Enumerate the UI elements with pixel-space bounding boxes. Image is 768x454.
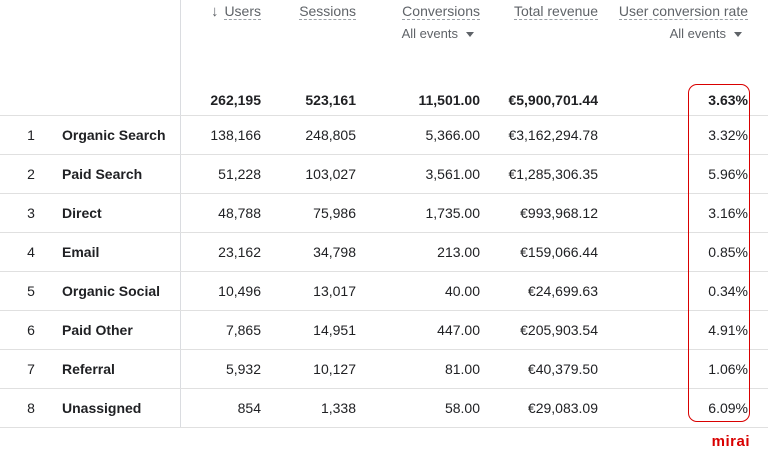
metric-cell: 10,496 — [180, 271, 265, 311]
row-index: 5 — [0, 271, 48, 311]
total-cell: €5,900,701.44 — [484, 85, 602, 116]
table-body: 1 Organic Search 138,166 248,805 5,366.00 €3,… — [0, 115, 768, 428]
table-row: 3 Direct 48,788 75,986 1,735.00 €993,968.12 3.… — [0, 193, 768, 233]
channel-name: Direct — [48, 193, 181, 233]
row-index: 8 — [0, 388, 48, 428]
metric-cell: 447.00 — [360, 310, 484, 350]
metric-cell: 213.00 — [360, 232, 484, 272]
metric-cell: 248,805 — [265, 115, 360, 155]
metric-cell: 7,865 — [180, 310, 265, 350]
metric-cell: 3.16% — [602, 193, 768, 233]
metric-cell: €24,699.63 — [484, 271, 602, 311]
metric-cell: €40,379.50 — [484, 349, 602, 389]
header-cell[interactable]: Sessions — [265, 0, 360, 85]
table-row: 5 Organic Social 10,496 13,017 40.00 €24,699.… — [0, 271, 768, 311]
total-cell: 11,501.00 — [360, 85, 484, 116]
metric-cell: 34,798 — [265, 232, 360, 272]
metric-cell: 0.34% — [602, 271, 768, 311]
header-cell[interactable]: ↓ Users — [180, 0, 265, 85]
channel-name: Organic Social — [48, 271, 181, 311]
metric-cell: 1.06% — [602, 349, 768, 389]
metric-cell: €3,162,294.78 — [484, 115, 602, 155]
header-label[interactable]: Users — [224, 0, 261, 20]
table-row: 6 Paid Other 7,865 14,951 447.00 €205,903.54 4… — [0, 310, 768, 350]
total-cell: 523,161 — [265, 85, 360, 116]
metric-cell: 5,366.00 — [360, 115, 484, 155]
metric-cell: 48,788 — [180, 193, 265, 233]
metric-cell: €1,285,306.35 — [484, 154, 602, 194]
table-row: 4 Email 23,162 34,798 213.00 €159,066.44 0.85% — [0, 232, 768, 272]
metric-cell: 3,561.00 — [360, 154, 484, 194]
header-label[interactable]: Conversions — [402, 0, 480, 20]
highlight-box — [688, 84, 750, 422]
metric-cell: 13,017 — [265, 271, 360, 311]
table-row: 1 Organic Search 138,166 248,805 5,366.00 €3,… — [0, 115, 768, 155]
row-index: 1 — [0, 115, 48, 155]
metric-cell: 138,166 — [180, 115, 265, 155]
total-cell: 262,195 — [180, 85, 265, 116]
metric-cell: 81.00 — [360, 349, 484, 389]
channel-name: Referral — [48, 349, 181, 389]
metric-cell: 10,127 — [265, 349, 360, 389]
metric-cell: €205,903.54 — [484, 310, 602, 350]
channel-name: Email — [48, 232, 181, 272]
channel-name: Paid Other — [48, 310, 181, 350]
row-index: 2 — [0, 154, 48, 194]
metric-cell: 1,338 — [265, 388, 360, 428]
row-index: 3 — [0, 193, 48, 233]
metric-cell: 3.32% — [602, 115, 768, 155]
total-cell: 3.63% — [602, 85, 768, 116]
metric-cell: 0.85% — [602, 232, 768, 272]
metric-cell: €159,066.44 — [484, 232, 602, 272]
metric-cell: €993,968.12 — [484, 193, 602, 233]
header-cell[interactable]: Total revenue — [484, 0, 602, 85]
metric-cell: 5.96% — [602, 154, 768, 194]
metric-cell: 23,162 — [180, 232, 265, 272]
header-label[interactable]: User conversion rate — [618, 0, 748, 20]
metric-cell: 5,932 — [180, 349, 265, 389]
metric-cell: 1,735.00 — [360, 193, 484, 233]
metric-cell: 4.91% — [602, 310, 768, 350]
header-cell[interactable]: User conversion rate All events — [602, 0, 768, 85]
metric-cell: 103,027 — [265, 154, 360, 194]
report-table: ↓ Users Sessions Conversions All events To… — [0, 0, 768, 428]
metric-cell: €29,083.09 — [484, 388, 602, 428]
header-label[interactable]: Sessions — [299, 0, 356, 20]
row-index: 6 — [0, 310, 48, 350]
table-row: 7 Referral 5,932 10,127 81.00 €40,379.50 1.06% — [0, 349, 768, 389]
totals-row: 262,195 523,161 11,501.00 €5,900,701.44 3.63… — [0, 85, 768, 116]
table-row: 8 Unassigned 854 1,338 58.00 €29,083.09 6.09% — [0, 388, 768, 428]
metric-cell: 75,986 — [265, 193, 360, 233]
metric-cell: 854 — [180, 388, 265, 428]
metric-cell: 58.00 — [360, 388, 484, 428]
metric-cell: 40.00 — [360, 271, 484, 311]
row-index: 4 — [0, 232, 48, 272]
metric-cell: 14,951 — [265, 310, 360, 350]
filter-dropdown[interactable]: All events — [360, 26, 480, 41]
filter-dropdown[interactable]: All events — [602, 26, 748, 41]
header-label[interactable]: Total revenue — [513, 0, 598, 20]
channel-name: Organic Search — [48, 115, 181, 155]
metric-cell: 51,228 — [180, 154, 265, 194]
watermark: mirai — [711, 433, 750, 450]
header-row: ↓ Users Sessions Conversions All events To… — [0, 0, 768, 85]
row-index: 7 — [0, 349, 48, 389]
channel-name: Unassigned — [48, 388, 181, 428]
channel-name: Paid Search — [48, 154, 181, 194]
table-row: 2 Paid Search 51,228 103,027 3,561.00 €1,285,… — [0, 154, 768, 194]
header-cell[interactable]: Conversions All events — [360, 0, 484, 85]
